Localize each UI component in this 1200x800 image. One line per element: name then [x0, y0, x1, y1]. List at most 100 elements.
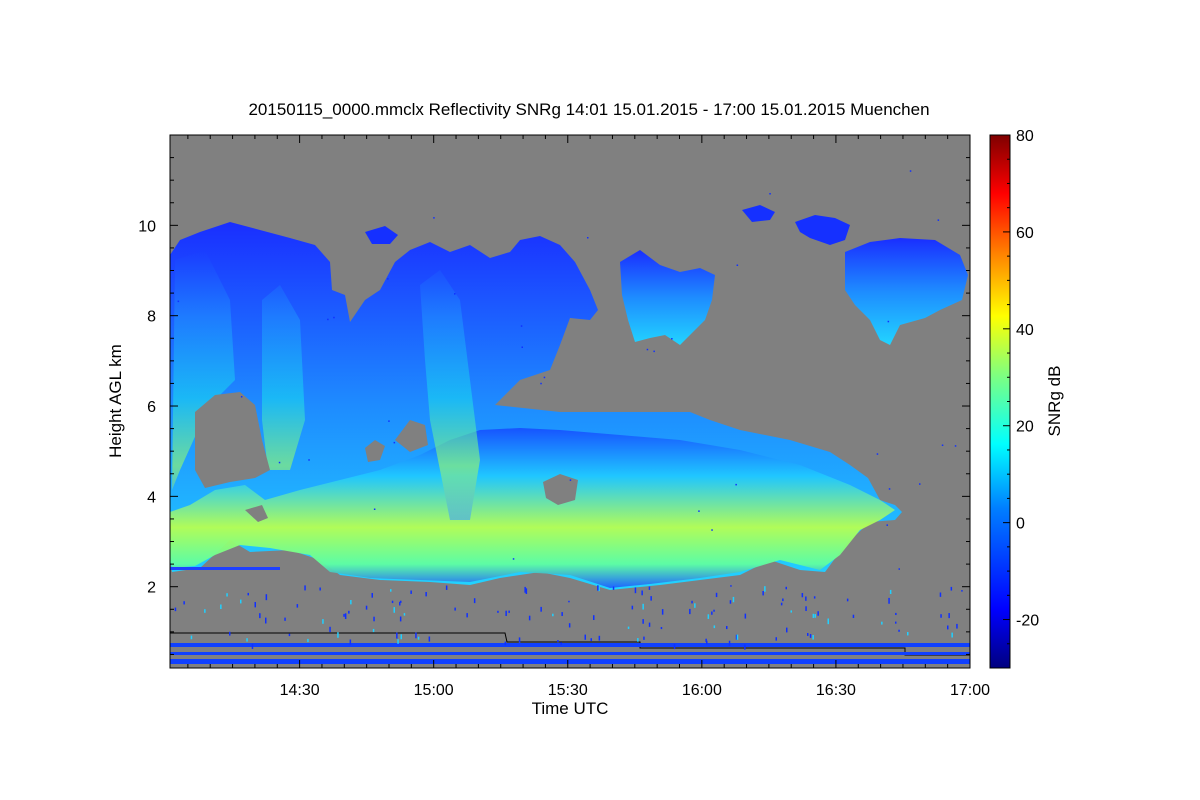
noise-speckle — [898, 568, 900, 570]
noise-speckle — [648, 622, 651, 627]
noise-speckle — [736, 264, 739, 266]
noise-speckle — [888, 488, 891, 490]
noise-speckle — [220, 604, 222, 610]
noise-speckle — [265, 617, 267, 624]
noise-speckle — [433, 217, 435, 219]
noise-speckle — [388, 420, 390, 422]
noise-speckle — [711, 611, 713, 615]
colorbar-label: SNRg dB — [1045, 366, 1064, 437]
noise-speckle — [786, 627, 788, 633]
noise-speckle — [782, 598, 784, 602]
noise-speckle — [889, 589, 892, 594]
noise-speckle — [827, 618, 829, 625]
noise-speckle — [400, 600, 402, 603]
noise-speckle — [951, 632, 953, 638]
noise-speckle — [568, 600, 570, 603]
noise-speckle — [732, 596, 735, 603]
noise-speckle — [410, 590, 412, 594]
noise-speckle — [744, 613, 747, 619]
noise-speckle — [403, 613, 406, 616]
noise-speckle — [660, 627, 663, 630]
noise-speckle — [343, 613, 345, 617]
y-axis-label: Height AGL km — [106, 344, 125, 458]
noise-speckle — [349, 639, 352, 645]
noise-speckle — [762, 591, 764, 596]
colorbar-axis: -20 0 20 40 60 80 — [1003, 128, 1039, 669]
noise-speckle — [204, 609, 206, 613]
noise-speckle — [886, 524, 888, 526]
noise-speckle — [390, 589, 392, 592]
noise-speckle — [540, 382, 542, 385]
upper-cloud-3 — [795, 215, 850, 245]
colorbar-tick-label: -20 — [1016, 613, 1039, 630]
x-tick-label: 17:00 — [950, 682, 990, 699]
noise-speckle — [642, 603, 644, 610]
y-tick-label: 6 — [147, 399, 156, 416]
noise-speckle — [785, 586, 787, 590]
noise-speckle — [947, 625, 949, 630]
noise-speckle — [627, 626, 630, 629]
noise-speckle — [520, 325, 523, 327]
noise-speckle — [817, 611, 819, 616]
noise-speckle — [365, 605, 368, 610]
x-tick-label: 15:00 — [414, 682, 454, 699]
noise-speckle — [373, 508, 376, 510]
noise-speckle — [813, 596, 816, 599]
noise-speckles — [174, 170, 963, 650]
noise-speckle — [454, 607, 456, 611]
x-tick-label: 14:30 — [280, 682, 320, 699]
noise-speckle — [278, 461, 281, 464]
colorbar-tick-label: 80 — [1016, 128, 1034, 145]
noise-speckle — [689, 608, 691, 615]
noise-speckle — [177, 300, 180, 303]
noise-speckle — [634, 587, 637, 594]
noise-speckle — [805, 606, 807, 611]
noise-speckle — [780, 602, 783, 606]
noise-speckle — [728, 640, 731, 646]
noise-speckle — [643, 636, 645, 640]
noise-speckle — [254, 602, 256, 608]
noise-speckle — [240, 599, 242, 604]
noise-speckle — [698, 510, 700, 512]
noise-speckle — [852, 614, 855, 619]
noise-speckle — [327, 318, 329, 321]
noise-speckle — [348, 610, 350, 614]
noise-speckle — [769, 193, 771, 195]
noise-speckle — [775, 637, 777, 641]
noise-speckle — [247, 592, 249, 596]
noise-speckle — [508, 610, 510, 613]
chart-title: 20150115_0000.mmclx Reflectivity SNRg 14… — [248, 100, 929, 119]
x-tick-label: 15:30 — [548, 682, 588, 699]
noise-speckle — [764, 586, 766, 592]
noise-speckle — [598, 586, 600, 592]
noise-speckle — [648, 586, 651, 590]
noise-speckle — [715, 592, 718, 598]
noise-speckle — [584, 634, 586, 640]
colorbar-tick-label: 60 — [1016, 225, 1034, 242]
noise-speckle — [907, 632, 909, 636]
noise-speckle — [190, 635, 193, 640]
noise-speckle — [552, 613, 554, 617]
noise-speckle — [397, 639, 399, 644]
noise-speckle — [569, 479, 572, 481]
noise-speckle — [350, 600, 352, 605]
noise-speckle — [707, 614, 710, 619]
noise-speckle — [950, 586, 953, 591]
noise-speckle — [246, 638, 248, 642]
upper-cloud-4 — [742, 205, 775, 222]
upper-cloud-5 — [365, 226, 398, 244]
noise-speckle — [887, 320, 890, 323]
noise-speckle — [940, 614, 942, 618]
noise-speckle — [229, 631, 231, 636]
y-tick-label: 8 — [147, 309, 156, 326]
noise-speckle — [593, 615, 595, 621]
noise-speckle — [344, 613, 347, 619]
noise-speckle — [937, 219, 940, 221]
noise-speckle — [895, 621, 897, 624]
noise-speckle — [240, 396, 243, 398]
noise-speckle — [497, 610, 499, 613]
noise-speckle — [393, 607, 395, 613]
cloud-echo-core — [170, 428, 895, 588]
noise-speckle — [296, 604, 299, 608]
gap-mid-3 — [543, 474, 578, 505]
